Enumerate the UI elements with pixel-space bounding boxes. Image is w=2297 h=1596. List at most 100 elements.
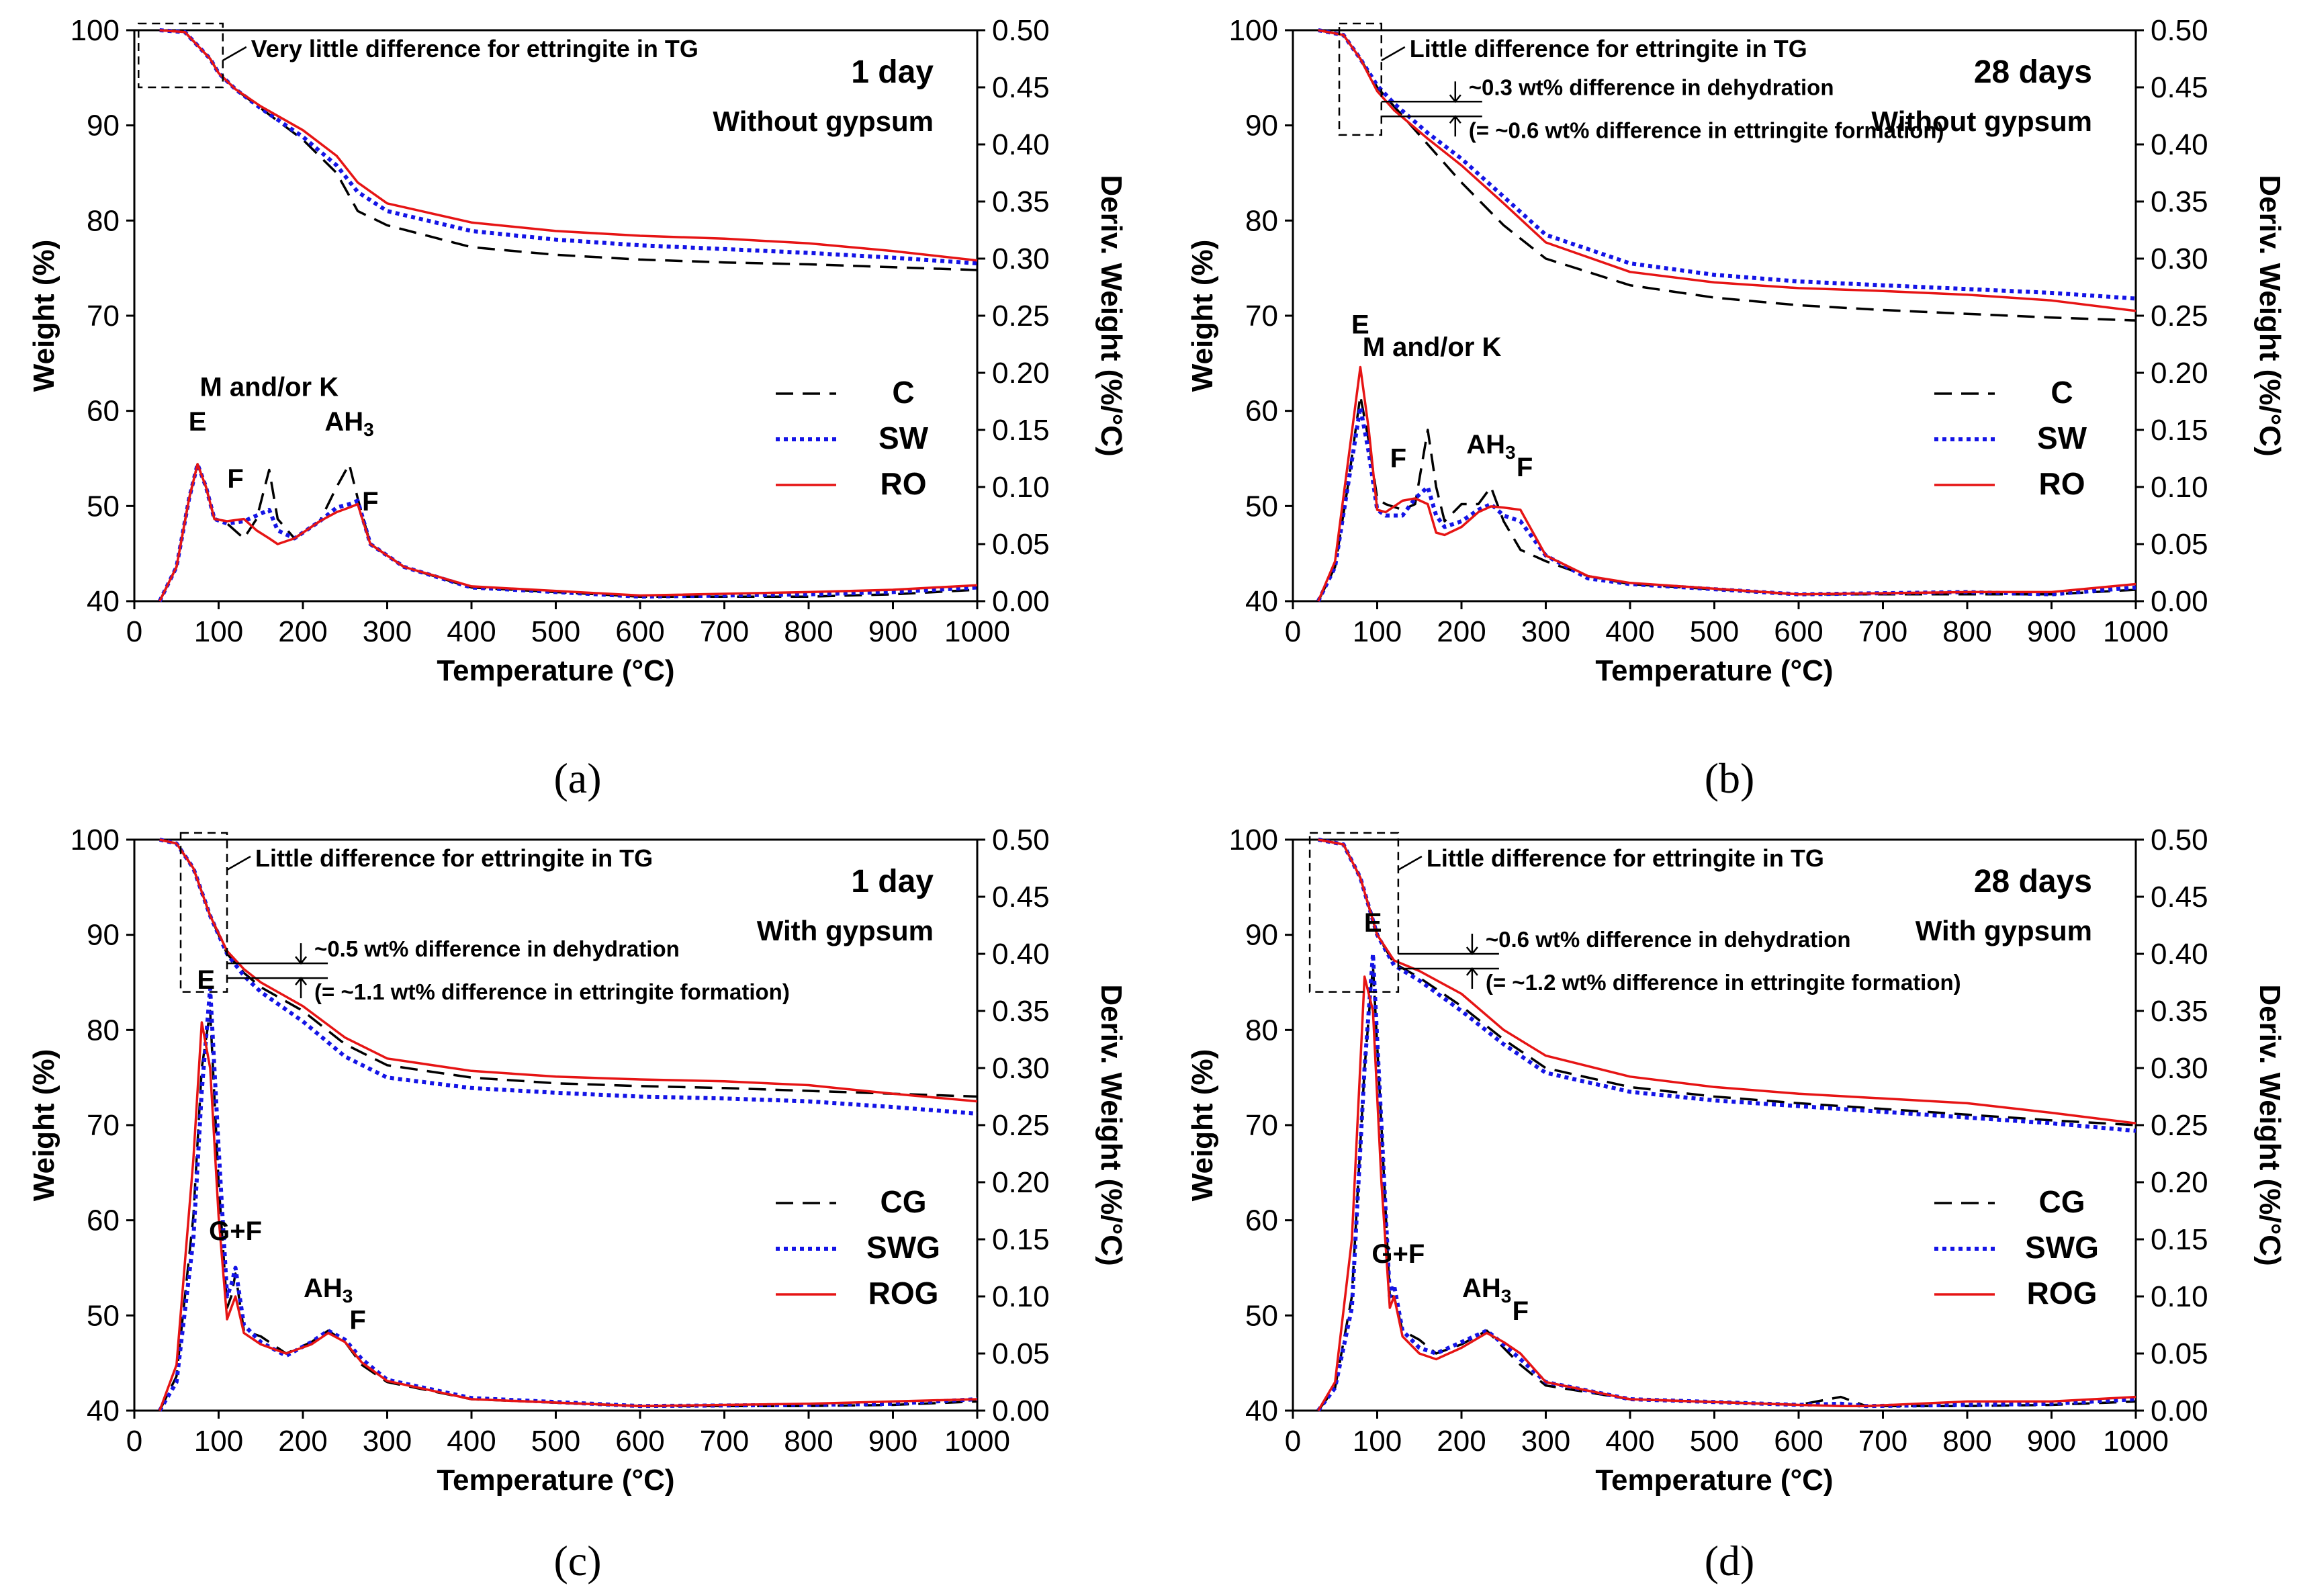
peak-label: AH3 <box>1466 430 1515 463</box>
x-tick-label: 400 <box>1605 615 1654 648</box>
y-right-tick-label: 0.35 <box>2151 995 2208 1028</box>
panel-label: (c) <box>553 1537 601 1585</box>
x-tick-label: 700 <box>1858 615 1907 648</box>
y-left-tick-label: 60 <box>87 1204 120 1237</box>
arrow-down <box>295 943 308 965</box>
y-right-tick-label: 0.25 <box>992 1109 1050 1142</box>
y-left-tick-label: 100 <box>71 824 120 856</box>
x-tick-label: 100 <box>194 1425 243 1458</box>
x-tick-label: 100 <box>194 615 243 648</box>
y-right-axis-title: Deriv. Weight (%/°C) <box>2253 175 2286 456</box>
dtg-series-cg <box>159 1010 978 1411</box>
tg-series-rog <box>1318 838 2136 1124</box>
arrow-up <box>1449 115 1461 137</box>
note-leader <box>1398 855 1423 871</box>
y-right-tick-label: 0.40 <box>992 938 1050 971</box>
legend-label: SW <box>2037 420 2087 455</box>
dtg-series-ro <box>159 463 978 602</box>
dehydration-note: ~0.3 wt% difference in dehydration <box>1469 75 1834 99</box>
y-left-tick-label: 90 <box>1245 919 1278 952</box>
y-left-tick-label: 70 <box>87 300 120 332</box>
age-label: 1 day <box>851 864 934 899</box>
y-left-tick-label: 100 <box>1229 14 1278 47</box>
y-left-tick-label: 80 <box>87 204 120 237</box>
tg-series-rog <box>159 838 978 1103</box>
y-right-tick-label: 0.15 <box>992 1223 1050 1256</box>
y-right-tick-label: 0.50 <box>992 14 1050 47</box>
peak-label: F <box>362 487 378 517</box>
dehydration-note: ~0.5 wt% difference in dehydration <box>314 936 680 961</box>
x-tick-label: 100 <box>1353 615 1402 648</box>
y-right-tick-label: 0.30 <box>2151 1052 2208 1085</box>
y-left-axis-title: Weight (%) <box>1186 240 1219 392</box>
y-left-tick-label: 100 <box>1229 824 1278 856</box>
age-label: 28 days <box>1974 54 2092 90</box>
y-right-tick-label: 0.00 <box>992 1394 1050 1427</box>
x-tick-label: 800 <box>1942 615 1991 648</box>
y-right-tick-label: 0.25 <box>2151 1109 2208 1142</box>
y-left-tick-label: 50 <box>87 490 120 523</box>
legend-label: RO <box>881 466 927 501</box>
legend-label: C <box>892 375 914 410</box>
y-right-tick-label: 0.20 <box>992 1166 1050 1199</box>
ettringite-box <box>1308 832 1400 993</box>
legend-label: C <box>2051 375 2073 410</box>
y-right-tick-label: 0.25 <box>992 300 1050 332</box>
peak-label: F <box>1517 453 1533 482</box>
y-left-tick-label: 90 <box>87 919 120 952</box>
x-tick-label: 0 <box>126 1425 142 1458</box>
y-right-tick-label: 0.15 <box>2151 414 2208 447</box>
x-tick-label: 800 <box>784 1425 833 1458</box>
tg-series-ro <box>159 29 978 262</box>
dehydration-note: ~0.6 wt% difference in dehydration <box>1486 927 1851 952</box>
peak-label-subscript: 3 <box>363 419 374 440</box>
x-tick-label: 400 <box>1605 1425 1654 1458</box>
x-tick-label: 1000 <box>944 615 1010 648</box>
y-right-axis-title: Deriv. Weight (%/°C) <box>2253 984 2286 1266</box>
condition-label: Without gypsum <box>713 105 934 137</box>
y-left-tick-label: 90 <box>87 109 120 142</box>
peak-label: F <box>1513 1296 1529 1326</box>
y-left-tick-label: 50 <box>87 1299 120 1332</box>
dtg-series-c <box>1317 394 2136 602</box>
tg-note: Little difference for ettringite in TG <box>255 844 653 872</box>
y-right-tick-label: 0.05 <box>992 1337 1050 1370</box>
y-right-tick-label: 0.35 <box>992 995 1050 1028</box>
x-tick-label: 400 <box>447 615 496 648</box>
x-axis-title: Temperature (°C) <box>1595 654 1833 687</box>
y-left-tick-label: 80 <box>87 1014 120 1047</box>
panel-d: 0 100 200 300 400 500 600 700 800 900 1000 40 50 60 70… <box>1186 824 2286 1585</box>
peak-label: AH3 <box>324 407 373 440</box>
legend-label: ROG <box>868 1276 939 1311</box>
y-right-tick-label: 0.25 <box>2151 300 2208 332</box>
legend-label: CG <box>2039 1184 2085 1219</box>
x-tick-label: 0 <box>1285 1425 1301 1458</box>
x-axis-title: Temperature (°C) <box>437 1464 674 1497</box>
dtg-series-ro <box>1317 365 2136 602</box>
peak-label: E <box>197 965 215 995</box>
y-right-tick-label: 0.10 <box>992 471 1050 504</box>
x-tick-label: 600 <box>615 615 664 648</box>
x-tick-label: 700 <box>700 615 749 648</box>
y-right-tick-label: 0.10 <box>992 1280 1050 1313</box>
y-right-tick-label: 0.40 <box>2151 938 2208 971</box>
y-right-tick-label: 0.35 <box>992 185 1050 218</box>
dtg-series-rog <box>159 1021 978 1411</box>
legend-label: SWG <box>866 1230 940 1265</box>
y-right-tick-label: 0.00 <box>2151 585 2208 618</box>
y-left-axis-title: Weight (%) <box>1186 1049 1219 1202</box>
y-right-tick-label: 0.00 <box>992 585 1050 618</box>
y-right-tick-label: 0.05 <box>2151 1337 2208 1370</box>
peak-label-subscript: 3 <box>1501 1286 1512 1306</box>
ettringite-note: (= ~0.6 wt% difference in ettringite for… <box>1469 118 1944 142</box>
panel-label: (b) <box>1705 754 1755 802</box>
peak-label: F <box>227 464 243 494</box>
dtg-series-swg <box>1316 952 2136 1412</box>
y-right-tick-label: 0.05 <box>2151 528 2208 561</box>
condition-label: With gypsum <box>757 915 934 946</box>
legend-label: CG <box>881 1184 927 1219</box>
arrow-up <box>1466 967 1478 989</box>
dtg-series-sw <box>1316 405 2136 603</box>
tg-note: Little difference for ettringite in TG <box>1410 35 1807 62</box>
